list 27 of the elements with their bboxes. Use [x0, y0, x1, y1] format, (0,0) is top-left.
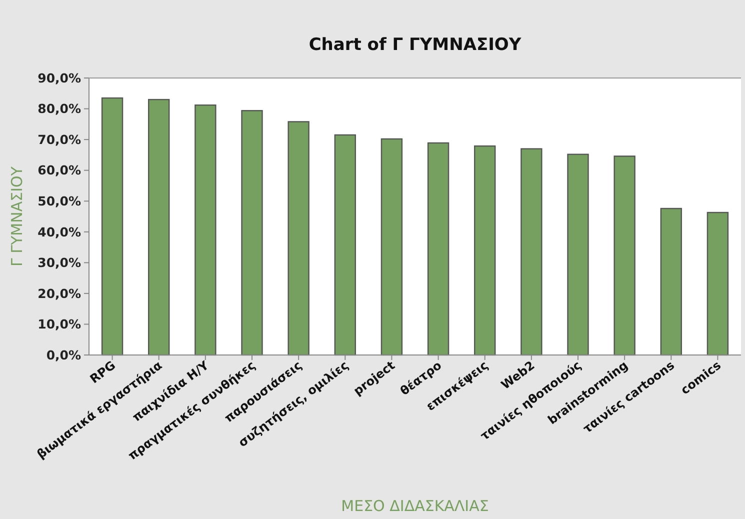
bar	[194, 104, 216, 356]
bar	[241, 110, 263, 356]
bar	[660, 208, 682, 356]
y-tick-label: 10,0%	[38, 316, 82, 332]
bar	[474, 145, 496, 356]
bar	[567, 154, 589, 356]
y-tick-label: 70,0%	[38, 132, 82, 147]
bar	[288, 121, 310, 356]
y-tick-label: 60,0%	[38, 162, 82, 178]
y-tick-label: 20,0%	[38, 286, 82, 301]
y-tick-label: 30,0%	[38, 255, 82, 270]
bar	[427, 142, 450, 356]
bar	[520, 148, 542, 356]
bar	[148, 98, 170, 356]
y-tick-label: 0,0%	[46, 347, 82, 362]
bar	[706, 212, 729, 356]
x-axis-title: ΜΕΣΟ ΔΙΔΑΣΚΑΛΙΑΣ	[341, 497, 489, 515]
bar	[614, 156, 636, 356]
y-tick-label: 90,0%	[38, 70, 82, 86]
bar	[334, 134, 356, 356]
bar	[380, 138, 403, 356]
y-tick-label: 40,0%	[38, 224, 82, 240]
y-axis-title: Γ ΓΥΜΝΑΣΙΟΥ	[8, 166, 26, 266]
y-tick-label: 80,0%	[38, 101, 82, 116]
y-tick-label: 50,0%	[38, 193, 82, 208]
bar	[101, 97, 124, 356]
chart-title: Chart of Γ ΓΥΜΝΑΣΙΟΥ	[308, 35, 522, 55]
